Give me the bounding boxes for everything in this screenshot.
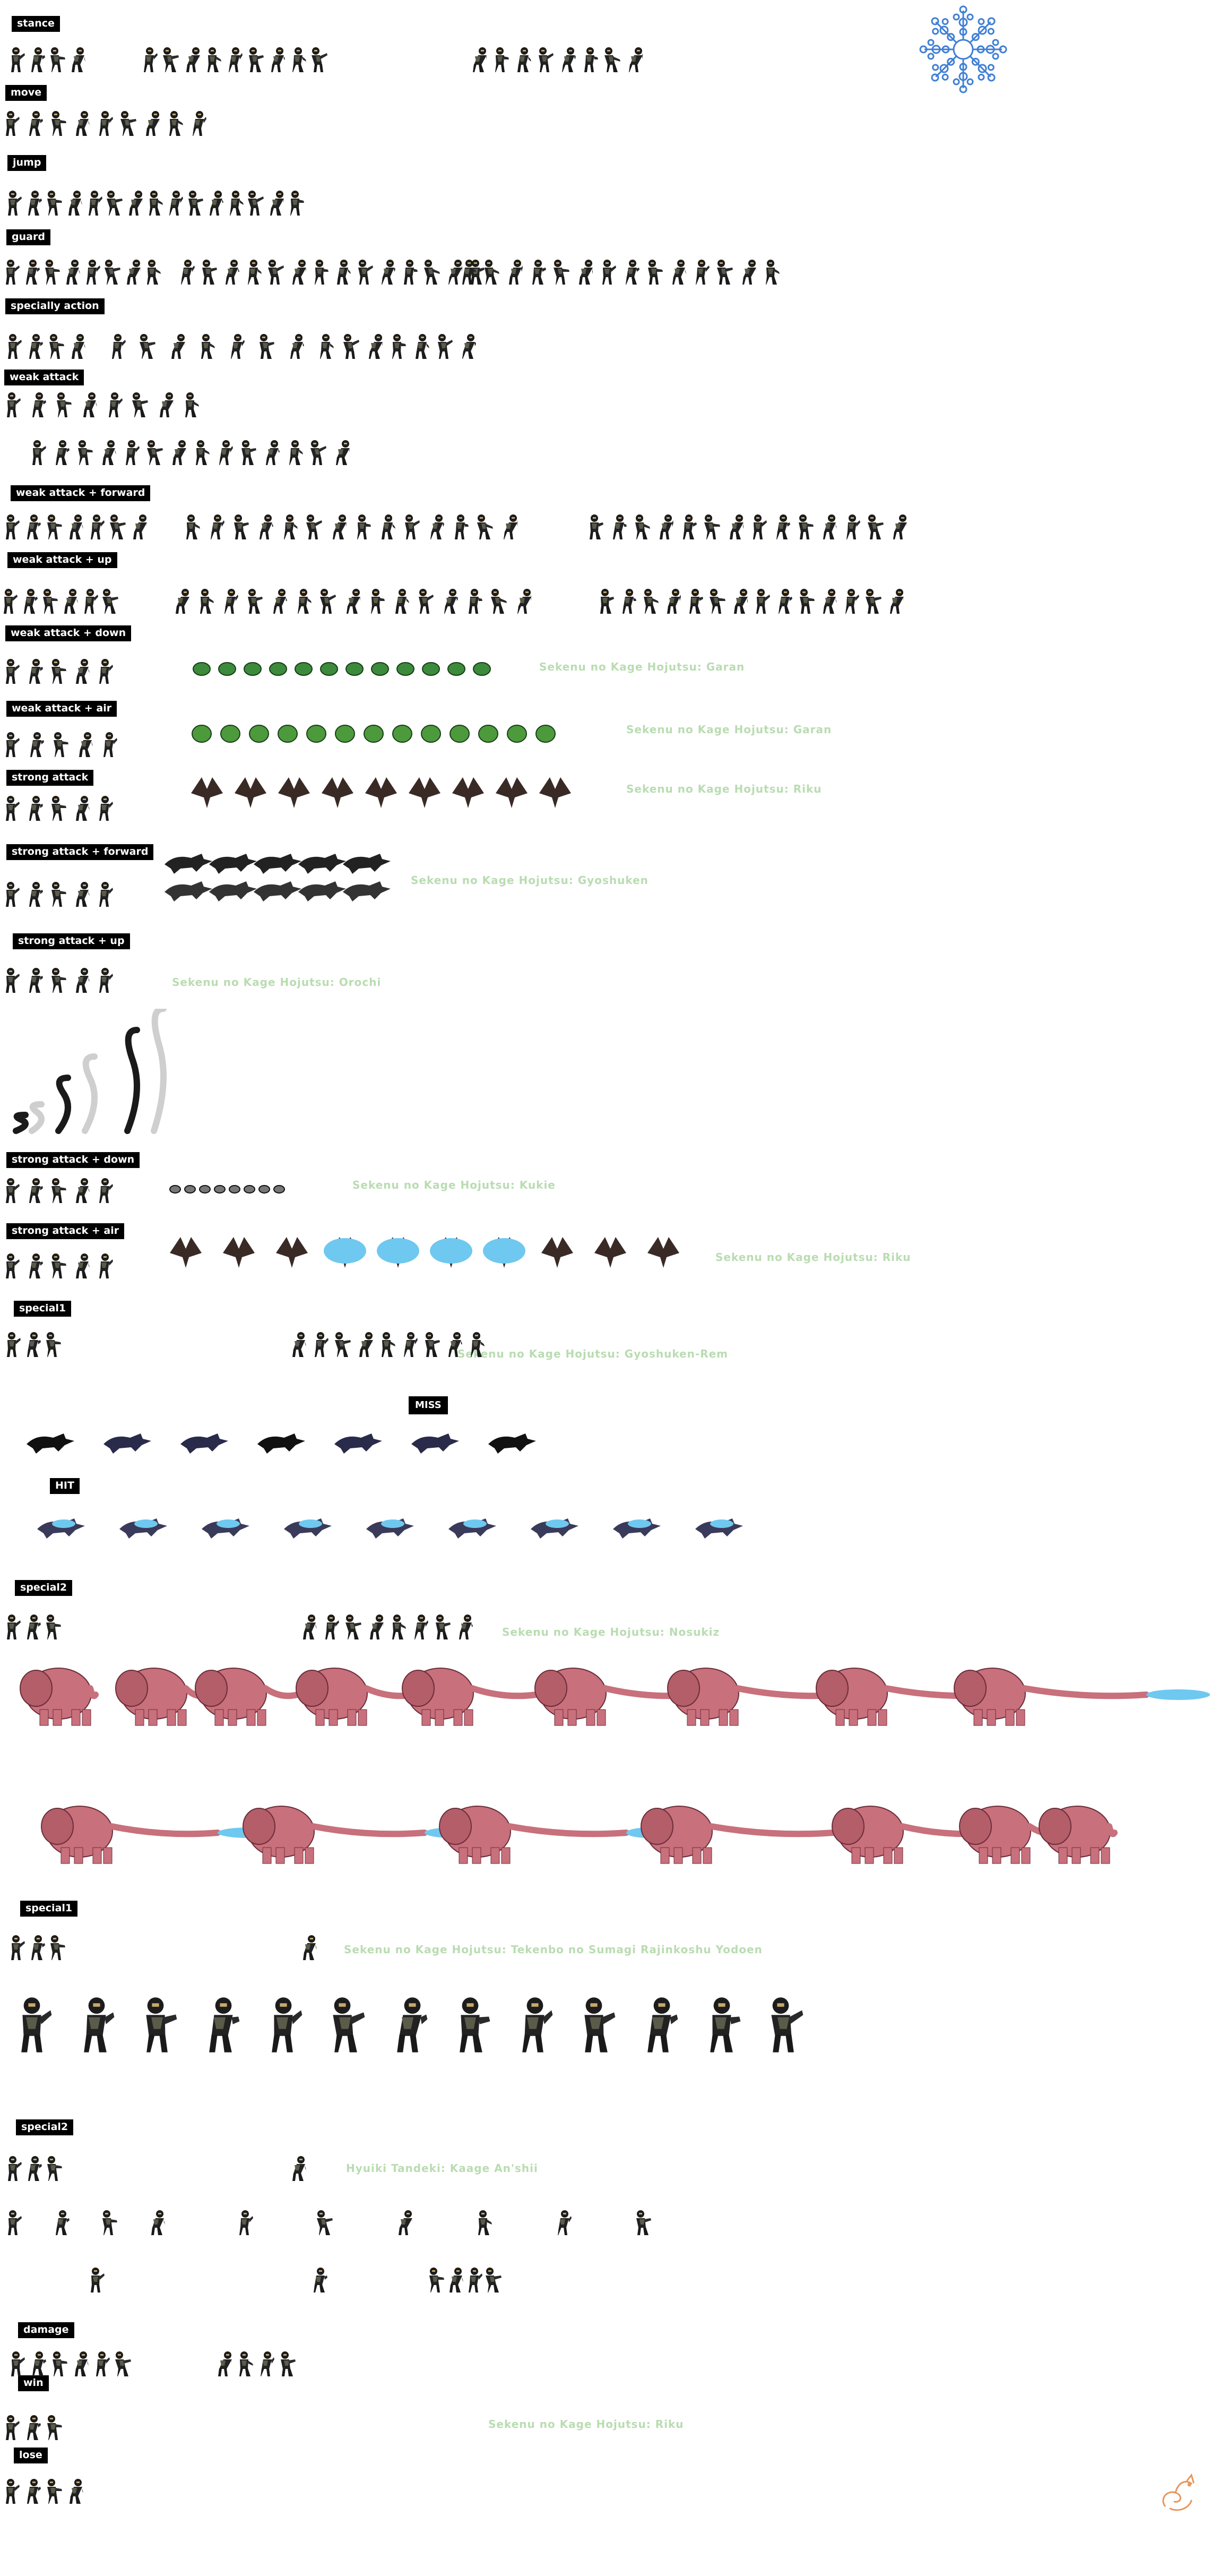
- section-label-special1-b: special1: [20, 1901, 78, 1917]
- lose-row: [0, 2474, 1210, 2511]
- summon-note: Sekenu no Kage Hojutsu: Tekenbo no Sumag…: [344, 1943, 763, 1956]
- special2-row: [0, 1610, 1210, 1647]
- strong-attack-up-row: [0, 963, 1210, 1000]
- section-label-strong-attack: strong attack: [6, 770, 94, 786]
- orochi-summon-row: [0, 1009, 1210, 1136]
- weak-attack-up-row: [0, 584, 1210, 621]
- weak-attack-forward-row: [0, 510, 1210, 547]
- section-label-special2: special2: [15, 1580, 73, 1596]
- section-label-guard: guard: [6, 229, 50, 245]
- specially-action-row: [0, 329, 1210, 366]
- elephant-row-2: [0, 1794, 1210, 1874]
- section-label-specially-action: specially action: [5, 298, 105, 314]
- damage-row: [0, 2347, 1210, 2384]
- riku-summon-row: [0, 772, 1210, 820]
- gyoshuken-summon-row: [0, 849, 1210, 908]
- section-label-weak-attack-up: weak attack + up: [7, 552, 117, 568]
- strong-attack-row: [0, 791, 1210, 828]
- section-label-weak-attack-forward: weak attack + forward: [11, 485, 151, 501]
- special2-b-trail-row: [0, 2205, 1210, 2243]
- section-label-miss: MISS: [409, 1396, 448, 1414]
- guard-row: [0, 255, 1210, 292]
- special2-b-trail-row-2: [0, 2263, 1210, 2300]
- section-label-weak-attack: weak attack: [4, 370, 84, 385]
- hit-wolf-row: [0, 1502, 1210, 1556]
- strong-attack-forward-row: [0, 877, 1210, 914]
- weak-attack-down-row: [0, 654, 1210, 691]
- section-label-lose: lose: [14, 2448, 48, 2463]
- snowflake-emblem-icon: [918, 4, 1008, 97]
- move-row: [0, 106, 1210, 143]
- section-label-weak-attack-air: weak attack + air: [6, 701, 117, 717]
- special1-row: [0, 1327, 1210, 1364]
- section-label-special1: special1: [14, 1301, 72, 1317]
- summon-note: Sekenu no Kage Hojutsu: Gyoshuken: [411, 874, 649, 887]
- summon-note: Sekenu no Kage Hojutsu: Nosukiz: [502, 1626, 720, 1638]
- summon-note: Sekenu no Kage Hojutsu: Riku: [488, 2418, 684, 2431]
- section-label-move: move: [5, 85, 47, 101]
- summon-note: Sekenu no Kage Hojutsu: Riku: [626, 783, 822, 795]
- weak-attack-row-2: [0, 435, 1210, 473]
- garan-summon-row: [0, 653, 1210, 685]
- section-label-jump: jump: [7, 155, 47, 171]
- summon-note: Hyuiki Tandeki: Kaage An'shii: [346, 2162, 538, 2175]
- summon-note: Sekenu no Kage Hojutsu: Garan: [626, 723, 832, 736]
- section-label-strong-attack-forward: strong attack + forward: [6, 844, 154, 860]
- section-label-strong-attack-air: strong attack + air: [6, 1223, 125, 1239]
- section-label-stance: stance: [12, 16, 60, 32]
- stance-row: [0, 42, 1210, 80]
- miss-wolf-row: [0, 1423, 1210, 1471]
- section-label-damage: damage: [18, 2322, 74, 2338]
- win-row: [0, 2410, 1210, 2448]
- kukie-summon-row: [0, 1179, 1210, 1200]
- elephant-row-1: [0, 1656, 1210, 1736]
- section-label-win: win: [18, 2375, 49, 2391]
- garan-air-summon-row: [0, 715, 1210, 752]
- special1-b-row: [0, 1930, 1210, 1968]
- summon-note: Sekenu no Kage Hojutsu: Gyoshuken-Rem: [457, 1347, 728, 1360]
- summon-note: Sekenu no Kage Hojutsu: Orochi: [172, 976, 382, 989]
- section-label-special2-b: special2: [16, 2119, 74, 2135]
- weak-attack-row-1: [0, 388, 1210, 425]
- strong-attack-air-row: [0, 1249, 1210, 1286]
- weak-attack-air-row: [0, 727, 1210, 765]
- strong-attack-down-row: [0, 1173, 1210, 1210]
- summon-note: Sekenu no Kage Hojutsu: Garan: [539, 660, 745, 673]
- section-label-hit: HIT: [50, 1478, 80, 1494]
- section-label-strong-attack-up: strong attack + up: [13, 933, 130, 949]
- orange-dragon-logo-icon: [1154, 2469, 1202, 2519]
- summon-note: Sekenu no Kage Hojutsu: Riku: [715, 1251, 911, 1264]
- special2-b-row: [0, 2151, 1210, 2188]
- section-label-weak-attack-down: weak attack + down: [5, 625, 132, 641]
- summon-note: Sekenu no Kage Hojutsu: Kukie: [352, 1179, 556, 1191]
- jump-row: [0, 186, 1210, 223]
- section-label-strong-attack-down: strong attack + down: [6, 1152, 140, 1168]
- special1-b-summon-row: [0, 1986, 1210, 2065]
- riku-air-summon-row: [0, 1230, 1210, 1283]
